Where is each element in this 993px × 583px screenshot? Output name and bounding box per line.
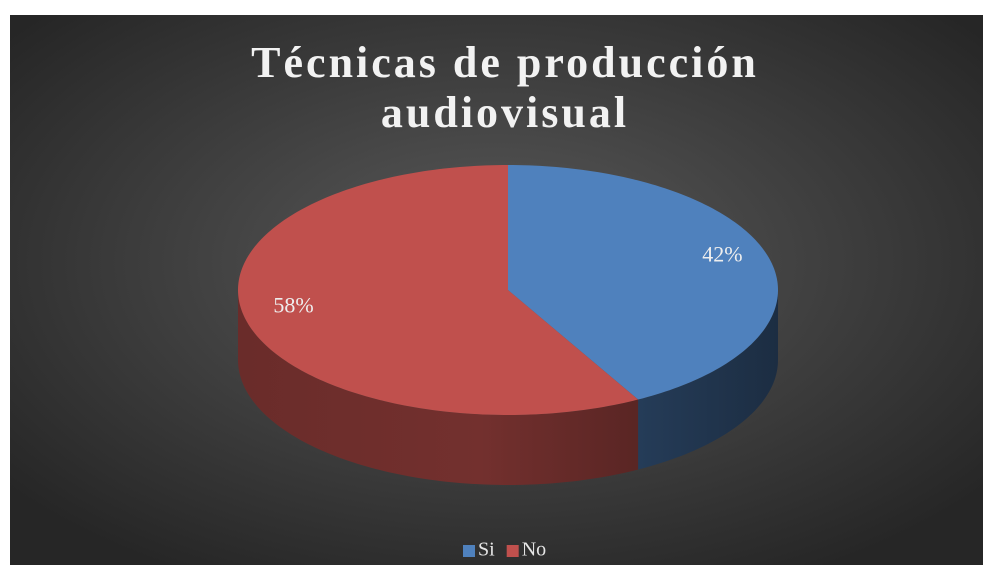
- slice-side: [238, 290, 639, 485]
- slice: [508, 165, 778, 400]
- slice-side: [638, 290, 778, 470]
- chart-title: Técnicas de producción audiovisual: [251, 38, 759, 137]
- legend-label: No: [522, 539, 546, 561]
- legend-swatch: [463, 545, 475, 557]
- data-label: 58%: [273, 293, 313, 318]
- data-label: 42%: [702, 242, 742, 267]
- slice: [238, 165, 639, 415]
- legend-label: Si: [478, 539, 495, 561]
- legend-swatch: [506, 545, 519, 557]
